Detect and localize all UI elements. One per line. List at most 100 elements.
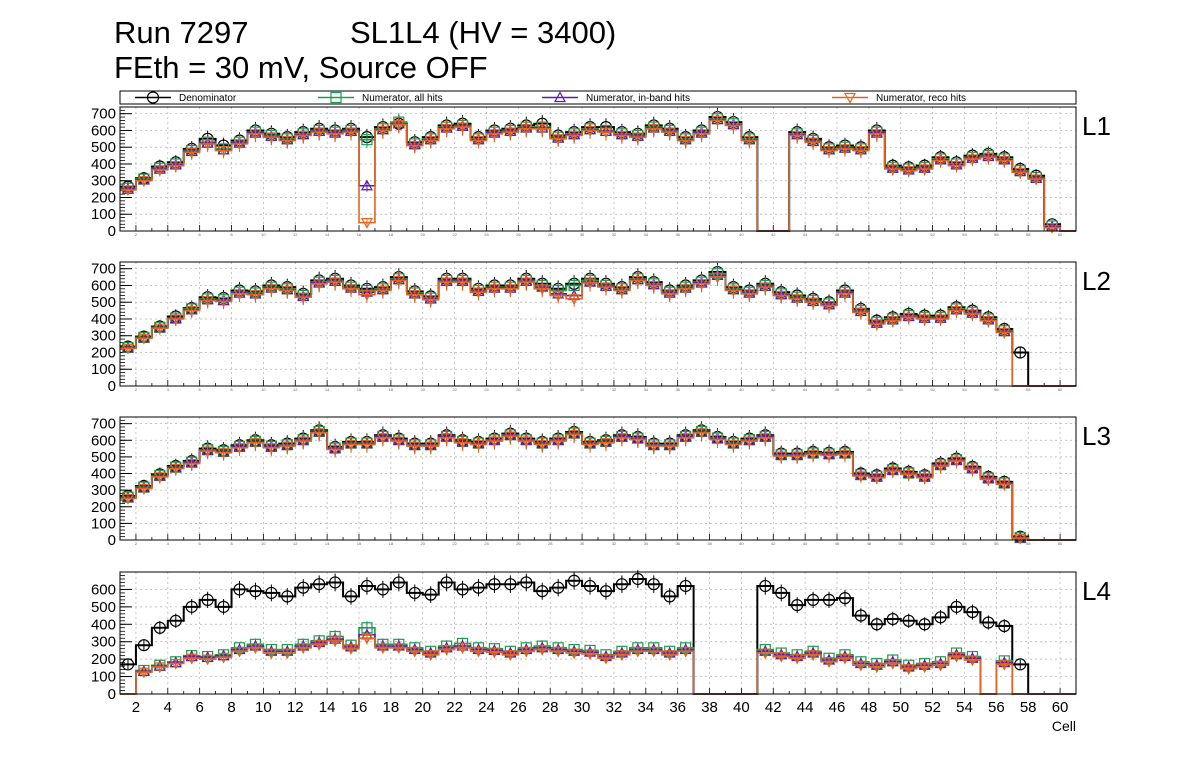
x-tick-label: 12 <box>293 387 298 392</box>
x-tick-label: 48 <box>861 699 878 716</box>
data-point <box>281 285 294 297</box>
data-point <box>313 279 326 291</box>
x-tick-label: 16 <box>357 232 362 237</box>
data-point <box>647 280 660 292</box>
data-point <box>615 433 628 445</box>
y-tick-label: 100 <box>91 669 116 686</box>
data-point <box>934 611 947 624</box>
data-point <box>233 583 246 596</box>
x-tick-label: 48 <box>867 232 872 237</box>
x-tick-label: 12 <box>287 699 304 716</box>
data-point <box>472 439 485 451</box>
data-point <box>743 436 756 448</box>
panel-label: L2 <box>1082 266 1111 296</box>
x-tick-label: 14 <box>319 699 336 716</box>
data-point <box>599 282 612 294</box>
y-tick-label: 300 <box>91 482 116 499</box>
x-tick-label: 54 <box>962 541 967 546</box>
data-point <box>217 448 230 459</box>
data-point <box>599 127 612 139</box>
x-tick-label: 50 <box>892 699 909 716</box>
series-markers-4 <box>137 631 1011 679</box>
y-tick-label: 0 <box>108 223 116 240</box>
data-point <box>870 473 883 484</box>
x-tick-label: 40 <box>733 699 750 716</box>
data-point <box>982 316 995 327</box>
x-tick-label: 40 <box>739 232 744 237</box>
x-tick-label: 54 <box>962 232 967 237</box>
x-tick-label: 52 <box>924 699 941 716</box>
data-point <box>121 343 134 355</box>
data-point <box>360 439 373 451</box>
x-tick-label: 54 <box>956 699 973 716</box>
x-tick-label: 36 <box>675 541 680 546</box>
data-point <box>376 583 389 596</box>
data-point <box>153 662 166 674</box>
data-point <box>998 479 1011 491</box>
x-tick-label: 38 <box>707 541 712 546</box>
data-point <box>568 429 581 441</box>
y-tick-label: 400 <box>91 466 116 483</box>
x-tick-label: 2 <box>135 232 138 237</box>
x-tick-label: 10 <box>261 232 266 237</box>
y-tick-label: 100 <box>91 361 116 378</box>
x-tick-label: 42 <box>771 541 776 546</box>
x-tick-label: 18 <box>389 541 394 546</box>
data-point <box>886 164 899 176</box>
data-point <box>918 662 931 674</box>
x-tick-label: 4 <box>164 699 172 716</box>
x-tick-label: 18 <box>389 387 394 392</box>
data-point <box>313 639 326 651</box>
data-point <box>711 272 724 284</box>
data-point <box>663 441 676 453</box>
data-point <box>217 145 230 157</box>
x-tick-label: 20 <box>421 387 426 392</box>
data-point <box>440 277 453 289</box>
data-point <box>536 585 549 598</box>
data-point <box>998 327 1011 339</box>
data-point <box>153 621 166 634</box>
data-point <box>313 578 326 591</box>
x-tick-label: 56 <box>994 387 999 392</box>
data-point <box>950 600 963 613</box>
data-point <box>392 119 405 131</box>
data-point <box>934 461 947 473</box>
data-point <box>472 135 485 147</box>
x-tick-label: 26 <box>516 387 521 392</box>
x-tick-label: 30 <box>580 232 585 237</box>
data-point <box>631 275 644 287</box>
data-point <box>329 129 342 141</box>
data-point <box>297 292 310 304</box>
data-point <box>695 129 708 141</box>
data-point <box>169 161 182 172</box>
data-point <box>775 586 788 600</box>
data-point <box>201 654 214 666</box>
x-tick-label: 8 <box>227 699 235 716</box>
x-tick-label: 10 <box>261 541 266 546</box>
data-point <box>679 433 692 445</box>
data-point <box>249 129 262 141</box>
data-point <box>504 127 517 139</box>
y-tick-label: 500 <box>91 139 116 156</box>
x-tick-label: 28 <box>548 232 553 237</box>
x-axis-label: Cell <box>1052 718 1076 734</box>
data-point <box>121 493 134 505</box>
data-point <box>1014 658 1027 671</box>
x-tick-label: 30 <box>574 699 591 716</box>
data-point <box>982 152 995 164</box>
y-tick-label: 0 <box>108 686 116 703</box>
data-point <box>838 592 852 605</box>
data-point <box>886 612 899 626</box>
data-point <box>854 471 867 483</box>
data-point <box>854 609 868 622</box>
data-point <box>360 290 373 301</box>
x-tick-label: 40 <box>739 541 744 546</box>
plot-frame <box>119 571 1077 695</box>
data-point <box>918 473 931 484</box>
y-tick-label: 100 <box>91 515 116 532</box>
x-tick-label: 60 <box>1058 541 1063 546</box>
data-point <box>376 285 389 297</box>
